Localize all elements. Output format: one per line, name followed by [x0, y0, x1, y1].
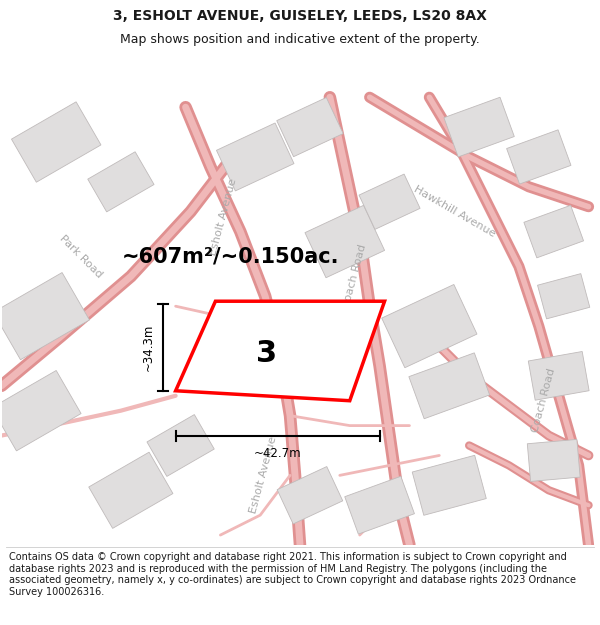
Text: ~607m²/~0.150ac.: ~607m²/~0.150ac. [122, 246, 339, 266]
Polygon shape [409, 353, 490, 419]
Polygon shape [277, 466, 343, 524]
Text: Coach Road: Coach Road [341, 243, 368, 309]
Polygon shape [538, 274, 590, 319]
Polygon shape [217, 123, 294, 191]
Polygon shape [359, 174, 420, 229]
Polygon shape [0, 272, 89, 360]
Polygon shape [147, 414, 214, 476]
Polygon shape [89, 452, 173, 528]
Text: Esholt Avenue: Esholt Avenue [208, 177, 238, 256]
Text: 3: 3 [256, 339, 277, 368]
Polygon shape [176, 301, 385, 401]
Text: 3, ESHOLT AVENUE, GUISELEY, LEEDS, LS20 8AX: 3, ESHOLT AVENUE, GUISELEY, LEEDS, LS20 … [113, 9, 487, 24]
Polygon shape [506, 130, 571, 184]
Polygon shape [524, 205, 584, 258]
Text: Contains OS data © Crown copyright and database right 2021. This information is : Contains OS data © Crown copyright and d… [9, 552, 576, 597]
Polygon shape [277, 98, 343, 157]
Polygon shape [0, 371, 81, 451]
Text: ~42.7m: ~42.7m [254, 448, 301, 461]
Polygon shape [345, 476, 415, 534]
Text: Esholt Avenue: Esholt Avenue [248, 436, 278, 515]
Text: ~34.3m: ~34.3m [142, 324, 155, 371]
Polygon shape [444, 98, 514, 157]
Text: Map shows position and indicative extent of the property.: Map shows position and indicative extent… [120, 33, 480, 46]
Polygon shape [305, 206, 385, 278]
Polygon shape [412, 455, 486, 515]
Polygon shape [382, 284, 477, 368]
Text: Coach Road: Coach Road [530, 368, 557, 434]
Text: Hawkhill Avenue: Hawkhill Avenue [412, 184, 497, 239]
Polygon shape [88, 152, 154, 212]
Polygon shape [527, 439, 580, 481]
Polygon shape [528, 351, 589, 400]
Text: Park Road: Park Road [58, 233, 104, 280]
Polygon shape [11, 102, 101, 182]
